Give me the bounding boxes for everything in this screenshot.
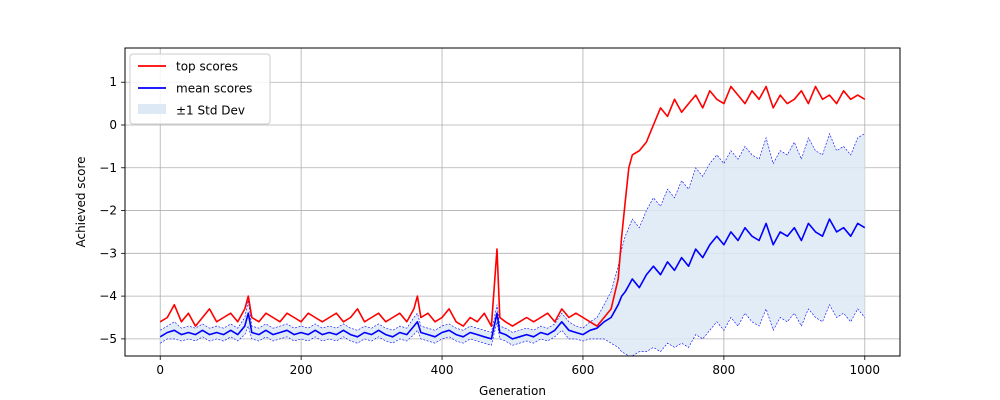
series-layer — [159, 85, 866, 340]
legend-label-std-dev: ±1 Std Dev — [176, 104, 245, 118]
legend-label-top-scores: top scores — [176, 60, 238, 74]
legend-label-mean-scores: mean scores — [176, 82, 252, 96]
x-tick-label: 600 — [572, 363, 595, 377]
y-tick-label: 1 — [109, 75, 117, 89]
plot-frame — [124, 47, 901, 357]
std-band-layer — [160, 132, 866, 356]
y-tick-label: −3 — [99, 246, 117, 260]
std-upper-line — [160, 132, 865, 333]
legend: top scores mean scores ±1 Std Dev — [129, 53, 271, 125]
y-tick-label: 0 — [109, 118, 117, 132]
y-axis-label: Achieved score — [74, 156, 88, 247]
x-tick-label: 800 — [712, 363, 735, 377]
y-tick-label: −4 — [99, 289, 117, 303]
x-tick-label: 1000 — [849, 363, 880, 377]
ticks: 0 200 400 600 800 1000 −5 −4 −3 −2 −1 0 1 — [99, 75, 880, 377]
x-axis-label: Generation — [479, 384, 546, 398]
top-scores-line — [159, 85, 866, 327]
mean-scores-line — [159, 218, 866, 340]
y-tick-label: −2 — [99, 204, 117, 218]
x-tick-label: 200 — [290, 363, 313, 377]
legend-swatch-std-dev — [138, 104, 166, 114]
y-tick-label: −1 — [99, 161, 117, 175]
std-dev-band — [160, 133, 865, 356]
y-tick-label: −5 — [99, 332, 117, 346]
x-tick-label: 0 — [156, 363, 164, 377]
x-tick-label: 400 — [431, 363, 454, 377]
std-lower-line — [160, 304, 866, 356]
